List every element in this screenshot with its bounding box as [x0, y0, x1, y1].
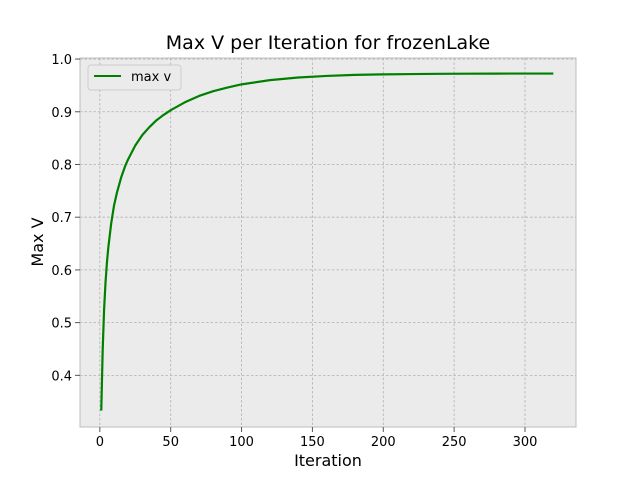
x-tick-label: 100 — [229, 435, 254, 450]
y-tick-label: 0.9 — [51, 106, 72, 121]
y-tick-label: 0.7 — [51, 211, 72, 226]
x-tick-label: 200 — [371, 435, 396, 450]
y-tick-label: 0.6 — [51, 264, 72, 279]
y-tick-label: 0.8 — [51, 158, 72, 173]
chart-title: Max V per Iteration for frozenLake — [166, 32, 490, 54]
x-tick-label: 250 — [442, 435, 467, 450]
legend-box — [87, 64, 182, 91]
y-tick-label: 0.4 — [51, 369, 72, 384]
y-axis-label: Max V — [28, 217, 47, 266]
gridlines — [80, 58, 576, 427]
x-tick-label: 150 — [300, 435, 325, 450]
series-lines — [100, 72, 554, 411]
y-tick-label: 1.0 — [51, 53, 72, 68]
series-line-max-v — [100, 72, 554, 411]
y-tick-label: 0.5 — [51, 317, 72, 332]
legend: max v — [87, 64, 182, 91]
x-tick-label: 50 — [162, 435, 179, 450]
axis-ticks: 0 50 100 150 200 250 300 0.4 0.5 0.6 0.7 0.8 0.9 1.0 — [51, 53, 537, 450]
legend-label-max-v: max v — [131, 70, 171, 85]
plot-frame — [79, 57, 577, 428]
x-tick-label: 300 — [513, 435, 538, 450]
x-axis-label: Iteration — [294, 451, 362, 470]
plot-area-background — [80, 58, 576, 427]
x-tick-label: 0 — [96, 435, 104, 450]
